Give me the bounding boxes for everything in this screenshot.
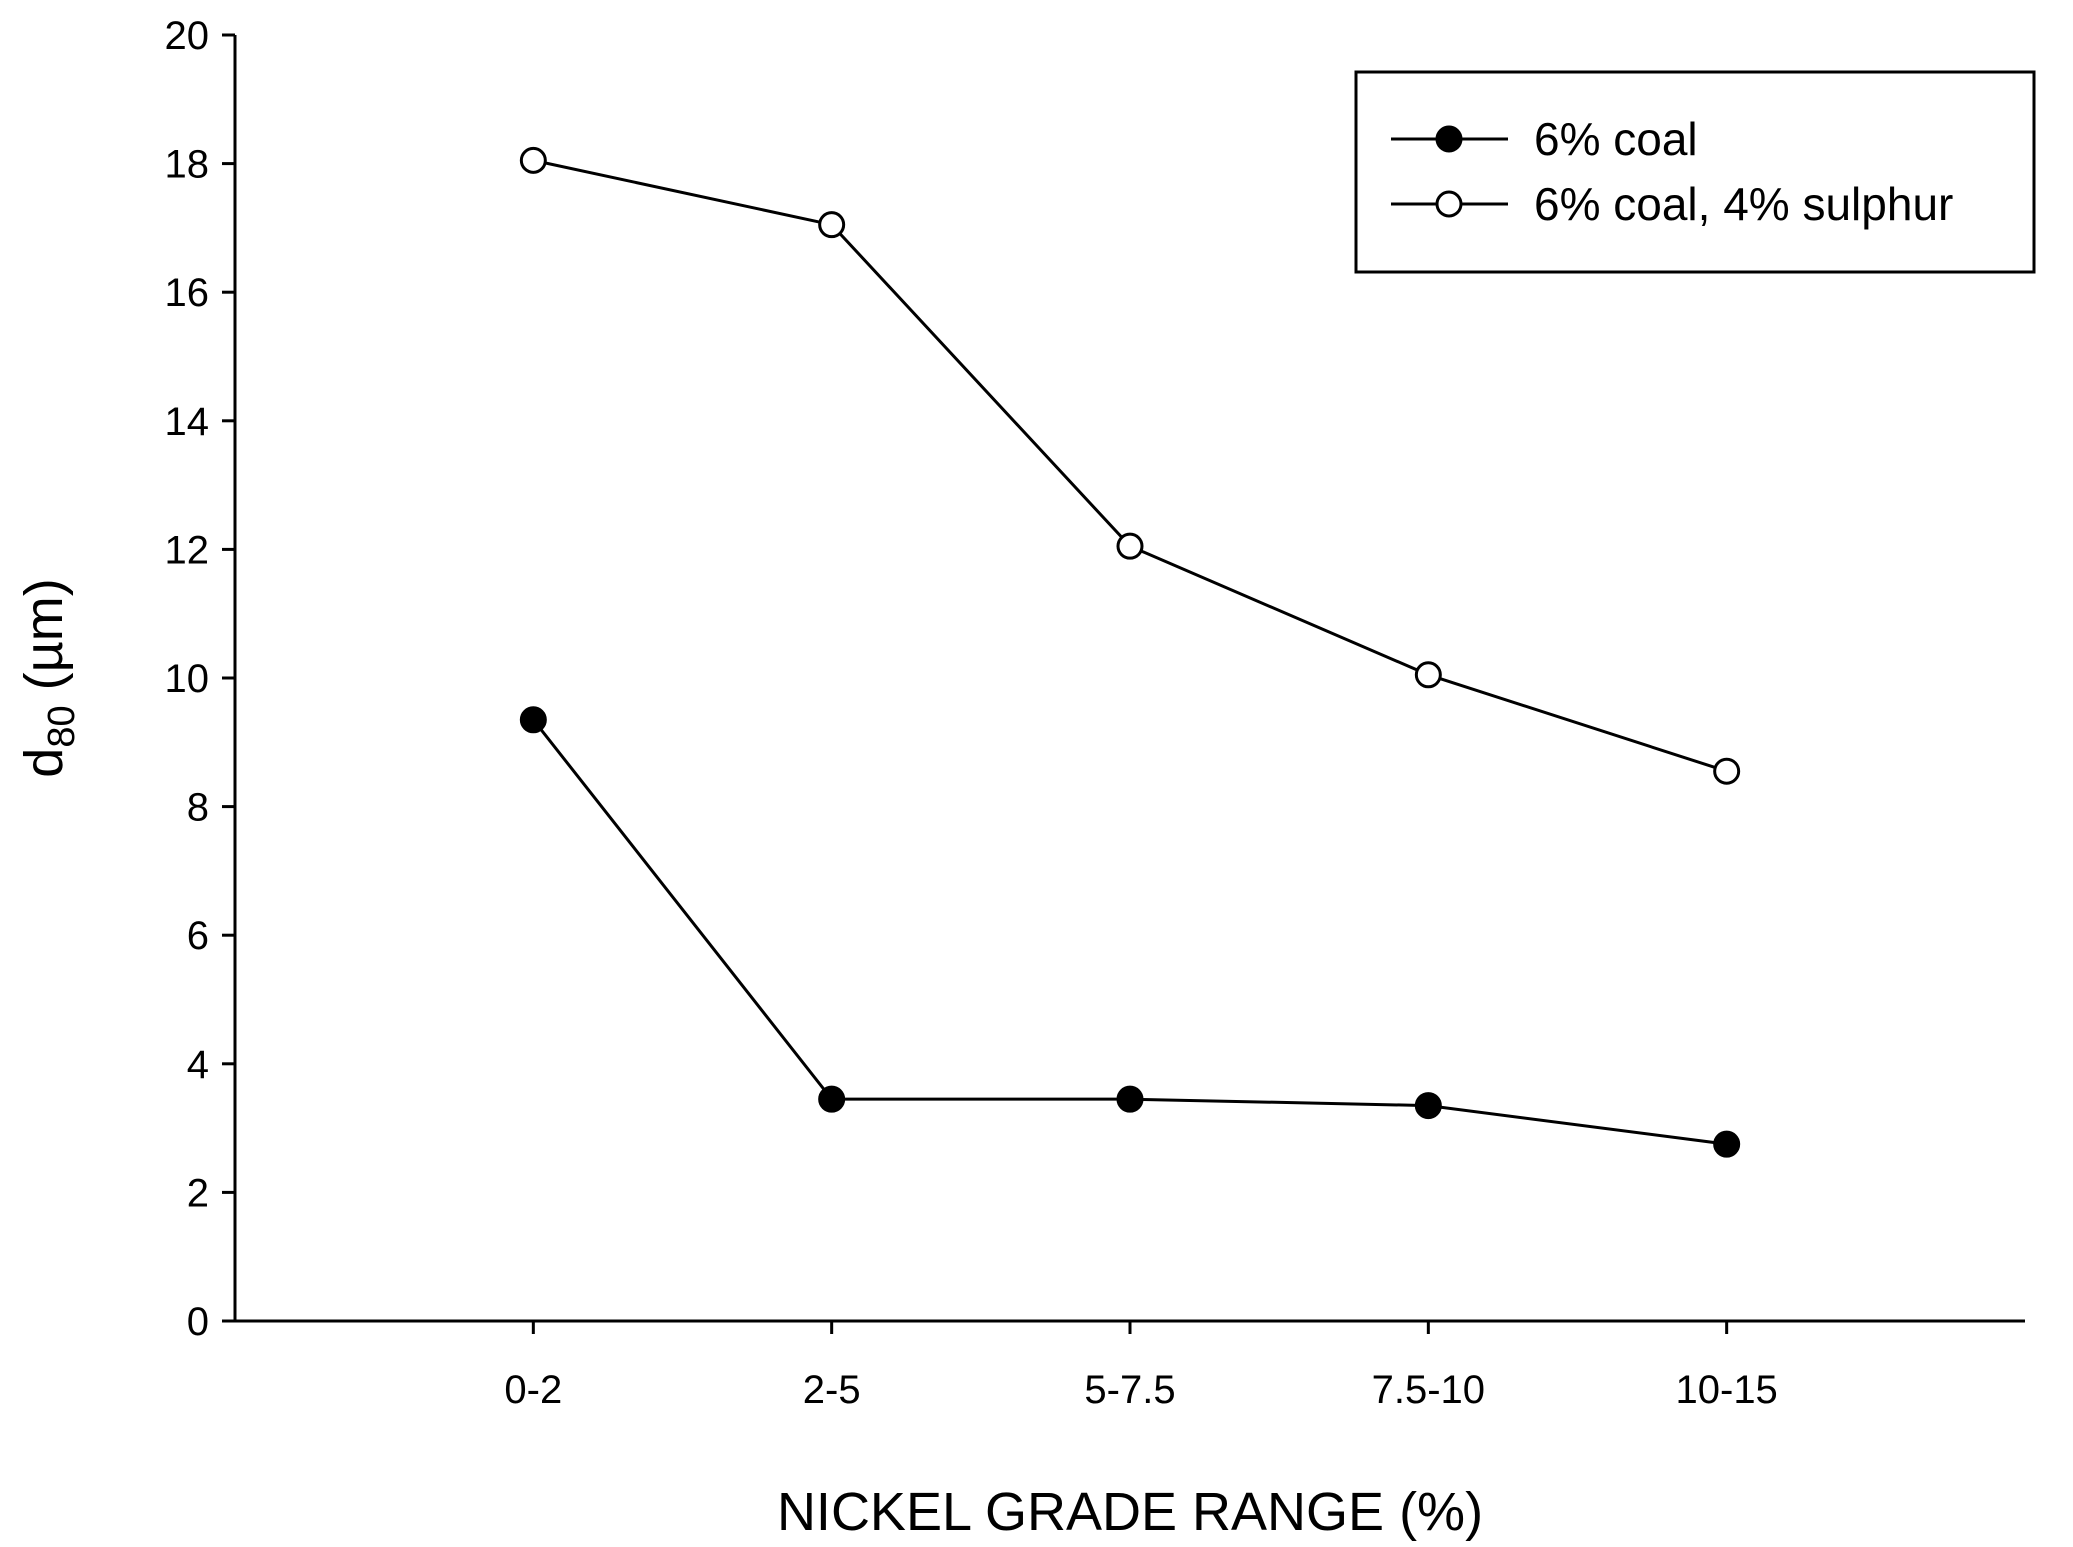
x-tick-label: 0-2 xyxy=(504,1368,562,1412)
y-tick-label: 2 xyxy=(187,1171,209,1215)
x-tick-label: 2-5 xyxy=(803,1368,861,1412)
data-point-series-0 xyxy=(1713,1130,1741,1158)
y-tick-label: 12 xyxy=(165,528,210,572)
data-point-series-0 xyxy=(1414,1092,1442,1120)
series-line-0 xyxy=(532,718,1727,1146)
y-ticks: 0 2 4 6 8 10 12 14 16 18 20 xyxy=(165,14,235,1344)
x-tick-label: 10-15 xyxy=(1676,1368,1778,1412)
data-point-series-1 xyxy=(1414,661,1442,689)
y-tick-label: 18 xyxy=(165,143,210,187)
data-point-series-0 xyxy=(519,706,547,734)
y-tick-label: 10 xyxy=(165,657,210,701)
y-tick-label: 0 xyxy=(187,1300,209,1344)
y-tick-label: 6 xyxy=(187,914,209,958)
data-point-series-0 xyxy=(1116,1085,1144,1113)
data-point-series-1 xyxy=(818,211,846,239)
y-tick-label: 14 xyxy=(165,400,210,444)
data-point-series-1 xyxy=(519,146,547,174)
y-axis-title-unit: (µm) xyxy=(14,578,74,705)
y-axis-title-subscript: 80 xyxy=(41,705,83,747)
legend: 6% coal 6% coal, 4% sulphur xyxy=(1354,70,2036,274)
x-axis-title: NICKEL GRADE RANGE (%) xyxy=(777,1482,1483,1542)
legend-marker-0 xyxy=(1435,125,1463,153)
data-point-series-1 xyxy=(1116,532,1144,560)
y-tick-label: 16 xyxy=(165,271,210,315)
y-tick-label: 4 xyxy=(187,1043,209,1087)
y-tick-label: 20 xyxy=(165,14,210,58)
x-ticks: 0-2 2-5 5-7.5 7.5-10 10-15 xyxy=(504,1321,1778,1412)
series-layer xyxy=(519,146,1741,1158)
legend-marker-1 xyxy=(1435,190,1463,218)
y-axis-title: d80 (µm) xyxy=(14,578,83,777)
y-tick-label: 8 xyxy=(187,786,209,830)
y-axis-title-main: d xyxy=(14,748,74,778)
legend-label-0: 6% coal xyxy=(1534,113,1698,165)
data-point-series-0 xyxy=(818,1085,846,1113)
legend-box xyxy=(1354,70,2036,274)
legend-label-1: 6% coal, 4% sulphur xyxy=(1534,178,1953,230)
data-point-series-1 xyxy=(1713,757,1741,785)
x-tick-label: 5-7.5 xyxy=(1084,1368,1175,1412)
x-tick-label: 7.5-10 xyxy=(1372,1368,1485,1412)
